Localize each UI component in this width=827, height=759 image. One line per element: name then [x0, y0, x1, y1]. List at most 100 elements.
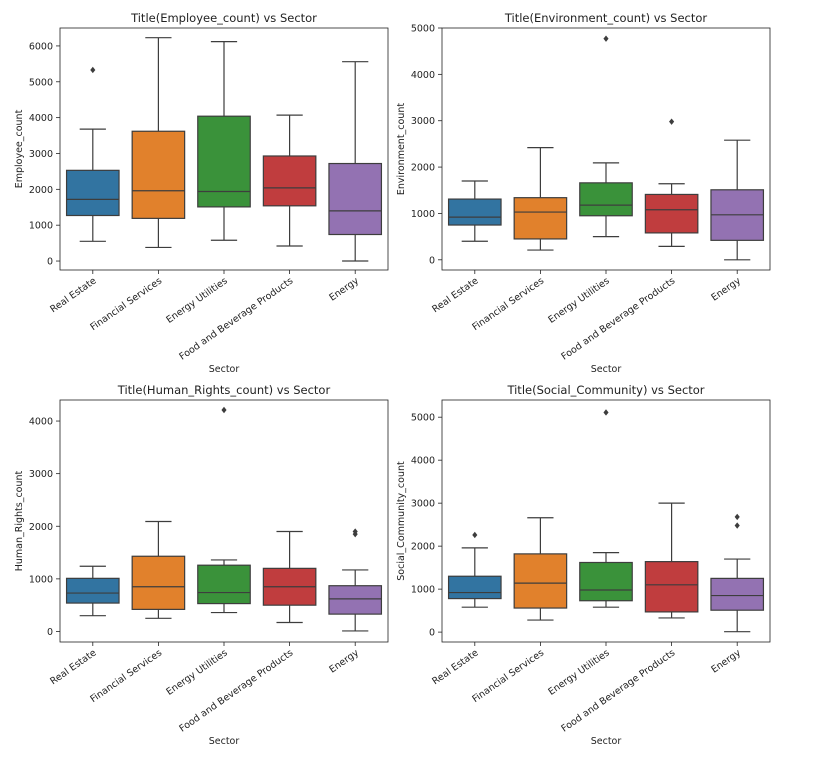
- iqr-box: [131, 555, 186, 610]
- chart-panel-2: Title(Environment_count) vs Sector 0 1000 2…: [396, 11, 771, 375]
- y-tick-label: 2000: [411, 542, 435, 553]
- iqr-box: [579, 561, 633, 602]
- y-tick-label: 4000: [29, 113, 53, 124]
- box-energy: [328, 61, 383, 262]
- iqr-box: [328, 585, 383, 615]
- iqr-box: [262, 155, 317, 207]
- box-financial-services: [131, 520, 186, 619]
- y-tick-label: 2000: [29, 185, 53, 196]
- x-tick-label: Energy: [327, 647, 361, 675]
- y-tick-label: 3000: [411, 499, 435, 510]
- box-energy-utilities: [197, 41, 251, 241]
- x-tick-label: Financial Services: [470, 647, 546, 705]
- outlier-point: [603, 409, 609, 416]
- chart-panel-3: Title(Human_Rights_count) vs Sector 0 1000…: [14, 383, 389, 747]
- y-tick-label: 1000: [411, 209, 435, 220]
- y-tick-label: 5000: [29, 77, 53, 88]
- x-axis-label: Sector: [591, 736, 622, 747]
- box-food-and-beverage-products: [262, 114, 317, 247]
- chart-title: Title(Employee_count) vs Sector: [130, 11, 317, 25]
- box-real-estate: [447, 531, 502, 608]
- x-tick-label: Energy Utilities: [164, 647, 229, 697]
- iqr-box: [65, 169, 120, 217]
- x-tick-label: Energy: [327, 275, 361, 303]
- y-tick-label: 5000: [411, 413, 435, 424]
- x-tick-label: Energy Utilities: [546, 647, 611, 697]
- y-tick-label: 0: [47, 257, 53, 268]
- y-tick-label: 1000: [29, 221, 53, 232]
- iqr-box: [131, 130, 186, 219]
- box-financial-services: [513, 517, 568, 621]
- x-tick-label: Real Estate: [430, 275, 480, 315]
- x-tick-label: Financial Services: [470, 275, 546, 333]
- iqr-box: [197, 115, 251, 208]
- box-financial-services: [513, 147, 568, 251]
- iqr-box: [513, 197, 568, 240]
- y-tick-label: 4000: [411, 456, 435, 467]
- iqr-box: [65, 577, 120, 604]
- box-food-and-beverage-products: [262, 530, 317, 624]
- y-tick-label: 1000: [29, 574, 53, 585]
- y-tick-label: 4000: [411, 70, 435, 81]
- iqr-box: [644, 561, 699, 613]
- chart-title: Title(Social_Community) vs Sector: [506, 383, 704, 397]
- box-financial-services: [131, 37, 186, 249]
- y-tick-label: 0: [429, 628, 435, 639]
- x-tick-label: Food and Beverage Products: [177, 275, 295, 362]
- x-tick-label: Financial Services: [88, 647, 164, 705]
- box-energy: [710, 139, 765, 261]
- outlier-point: [221, 406, 227, 414]
- iqr-box: [513, 553, 568, 609]
- y-tick-label: 5000: [411, 24, 435, 35]
- box-energy-utilities: [197, 406, 251, 614]
- y-tick-label: 2000: [29, 522, 53, 533]
- y-axis-label: Social_Community_count: [396, 461, 407, 581]
- outlier-point: [472, 531, 478, 539]
- box-real-estate: [447, 180, 502, 242]
- x-tick-label: Real Estate: [48, 275, 98, 315]
- y-tick-label: 3000: [29, 469, 53, 480]
- y-tick-label: 2000: [411, 163, 435, 174]
- iqr-box: [579, 182, 633, 217]
- iqr-box: [447, 198, 502, 226]
- outlier-point: [669, 118, 675, 125]
- box-energy: [710, 513, 765, 633]
- x-axis-label: Sector: [209, 364, 240, 375]
- outlier-point: [90, 66, 96, 74]
- iqr-box: [447, 575, 502, 600]
- y-tick-label: 4000: [29, 417, 53, 428]
- x-axis-label: Sector: [209, 736, 240, 747]
- box-energy-utilities: [579, 35, 633, 238]
- box-food-and-beverage-products: [644, 118, 699, 247]
- outlier-point: [603, 35, 609, 42]
- chart-title: Title(Human_Rights_count) vs Sector: [117, 383, 331, 397]
- x-axis-label: Sector: [591, 364, 622, 375]
- x-tick-label: Energy Utilities: [546, 275, 611, 325]
- chart-panel-4: Title(Social_Community) vs Sector 0 1000 20…: [396, 383, 771, 747]
- box-energy-utilities: [579, 409, 633, 608]
- y-tick-label: 3000: [29, 149, 53, 160]
- iqr-box: [328, 162, 383, 236]
- box-real-estate: [65, 565, 120, 617]
- x-tick-label: Food and Beverage Products: [559, 275, 677, 362]
- iqr-box: [644, 193, 699, 234]
- y-tick-label: 6000: [29, 41, 53, 52]
- y-axis-label: Environment_count: [396, 103, 407, 195]
- outlier-point: [734, 513, 740, 521]
- outlier-point: [734, 522, 740, 529]
- iqr-box: [197, 564, 251, 605]
- y-tick-label: 0: [429, 255, 435, 266]
- y-tick-label: 0: [47, 627, 53, 638]
- chart-panel-1: Title(Employee_count) vs Sector 0 1000 2000…: [14, 11, 389, 375]
- box-food-and-beverage-products: [644, 502, 699, 619]
- outlier-point: [352, 528, 358, 535]
- y-axis-label: Human_Rights_count: [14, 470, 25, 571]
- x-tick-label: Energy: [709, 647, 743, 675]
- y-tick-label: 1000: [411, 585, 435, 596]
- x-tick-label: Financial Services: [88, 275, 164, 333]
- x-tick-label: Food and Beverage Products: [177, 647, 295, 734]
- x-tick-label: Real Estate: [430, 647, 480, 687]
- box-energy: [328, 528, 383, 632]
- chart-title: Title(Environment_count) vs Sector: [504, 11, 708, 25]
